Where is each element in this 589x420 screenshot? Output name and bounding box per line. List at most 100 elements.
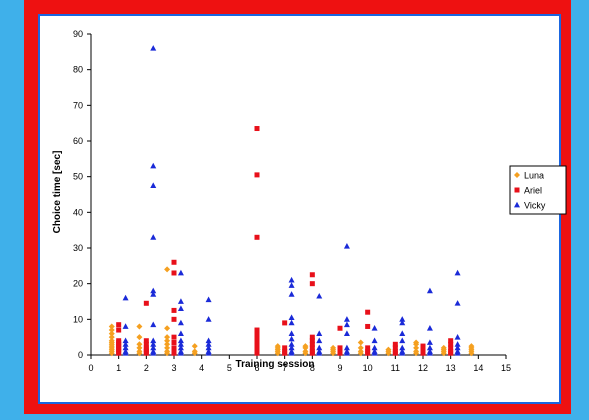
ariel-point [254,336,260,342]
ariel-point [254,350,260,356]
x-tick-label: 4 [199,363,204,373]
vicky-point [316,292,323,299]
vicky-point [371,337,378,344]
ariel-point [365,309,371,315]
vicky-point [399,344,406,351]
ariel-point [282,320,288,326]
ariel-point [143,350,149,356]
ariel-point [171,340,177,346]
vicky-point [205,350,212,356]
vicky-point [288,335,295,342]
x-tick-label: 2 [144,363,149,373]
legend-marker-ariel [514,187,520,193]
vicky-point [343,321,350,328]
vicky-point [150,45,157,51]
vicky-point [150,234,157,240]
vicky-point [150,341,157,347]
vicky-point [399,330,406,336]
ariel-point [448,341,454,347]
vicky-point [371,350,378,356]
luna-point [164,344,171,351]
luna-point [413,344,420,351]
x-tick-label: 6 [254,363,259,373]
x-tick-label: 11 [391,363,400,373]
vicky-point [343,243,350,249]
luna-point [302,344,309,351]
luna-point [108,330,115,337]
y-tick-label: 90 [73,29,83,39]
y-tick-label: 60 [73,136,83,146]
vicky-point [316,344,323,351]
ariel-point [171,350,177,356]
y-tick-label: 70 [73,100,83,110]
luna-point [164,350,171,357]
x-tick-label: 5 [227,363,232,373]
ariel-point [392,341,398,347]
x-tick-label: 14 [473,363,483,373]
vicky-point [288,330,295,336]
vicky-point [426,325,433,331]
vicky-point [205,296,212,303]
ariel-point [365,350,371,356]
ariel-point [309,341,315,347]
vicky-point [205,316,212,322]
luna-point [108,350,115,357]
vicky-point [150,291,157,297]
vicky-point [205,337,212,344]
y-tick-label: 80 [73,65,83,75]
luna-point [164,325,171,332]
legend: Luna Ariel Vicky [509,165,567,215]
vicky-point [177,319,184,326]
luna-point [440,350,447,357]
vicky-point [399,350,406,356]
y-axis-label: Choice time [sec] [52,151,63,234]
vicky-point [343,330,350,336]
luna-point [385,350,392,357]
luna-point [413,341,420,348]
ariel-point [420,350,426,356]
vicky-point [150,321,157,328]
vicky-point [454,350,461,356]
ariel-point [143,338,149,344]
vicky-point [122,337,129,344]
ariel-point [116,350,122,356]
luna-point [330,350,337,357]
ariel-point [254,172,260,178]
vicky-point [150,162,157,169]
ariel-point [171,334,177,340]
luna-point [164,341,171,348]
ariel-point [171,307,177,313]
ariel-point [171,316,177,322]
luna-point [164,266,171,273]
vicky-point [399,337,406,344]
vicky-point [399,319,406,326]
luna-point [357,344,364,351]
y-tick-label: 20 [73,279,83,289]
ariel-point [282,345,288,351]
legend-label-luna: Luna [524,171,544,181]
y-tick-label: 0 [78,350,83,360]
vicky-point [177,330,184,336]
ariel-point [309,281,315,287]
x-tick-label: 13 [446,363,456,373]
ariel-point [254,343,260,349]
ariel-point [254,234,260,240]
vicky-point [288,314,295,320]
luna-point [357,339,364,346]
luna-point [357,350,364,357]
luna-point [136,334,143,341]
x-tick-label: 12 [418,363,428,373]
vicky-point [343,344,350,351]
legend-label-vicky: Vicky [524,201,546,211]
series-vicky [122,45,461,356]
luna-point [164,337,171,344]
ariel-point [116,327,122,333]
vicky-point [454,269,461,276]
vicky-point [150,182,157,188]
luna-point [136,323,143,330]
ariel-point [309,272,315,278]
x-tick-label: 0 [88,363,93,373]
vicky-point [150,337,157,344]
ariel-point [337,345,343,351]
vicky-point [399,316,406,322]
